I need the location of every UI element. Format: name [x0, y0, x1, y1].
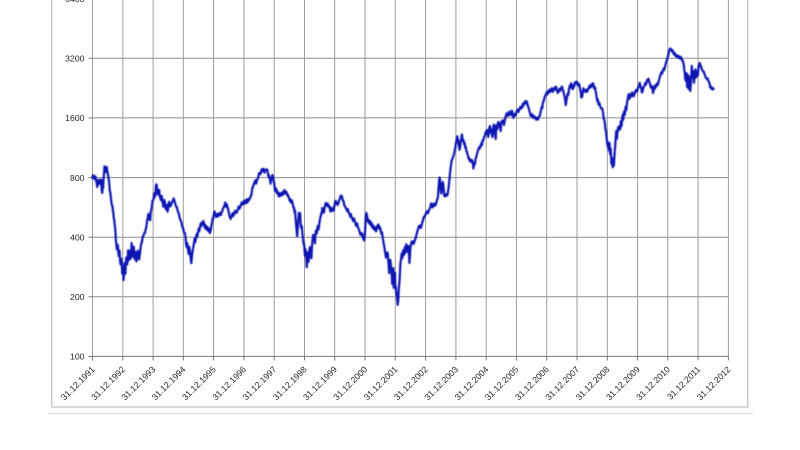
svg-text:400: 400 — [70, 232, 85, 242]
svg-text:6400: 6400 — [65, 0, 84, 4]
svg-text:1600: 1600 — [65, 113, 84, 123]
svg-text:100: 100 — [70, 352, 85, 362]
svg-text:800: 800 — [70, 173, 85, 183]
svg-text:200: 200 — [70, 292, 85, 302]
svg-text:3200: 3200 — [65, 54, 84, 64]
